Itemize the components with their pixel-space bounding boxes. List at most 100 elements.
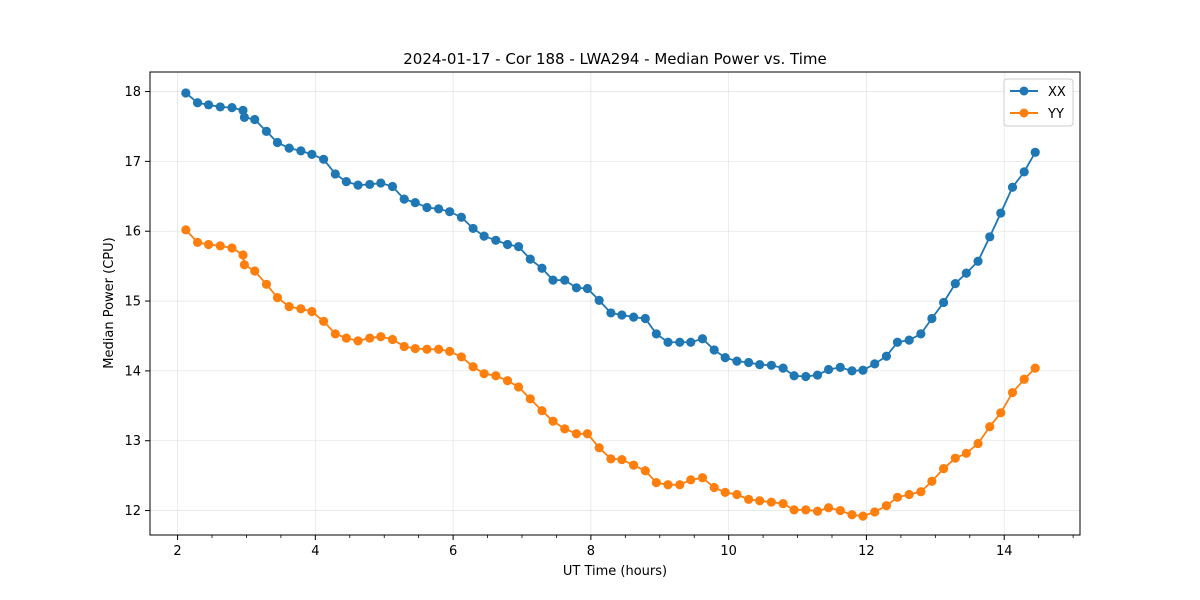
data-point-xx [812, 370, 823, 380]
data-point-yy [353, 336, 363, 346]
series-line-yy [185, 229, 1036, 518]
data-point-yy [456, 352, 466, 362]
y-tick-label: 13 [124, 434, 141, 449]
data-point-yy [812, 506, 823, 516]
data-point-xx [640, 313, 650, 324]
y-tick-label: 14 [124, 364, 141, 379]
data-point-yy [468, 362, 478, 372]
data-point-yy [307, 306, 317, 317]
data-point-yy [296, 304, 306, 314]
series-xx [181, 88, 1040, 382]
grid [150, 72, 1080, 535]
data-point-yy [651, 478, 661, 488]
legend-marker-yy [1019, 108, 1029, 118]
y-axis: 12 13 14 15 16 17 18 [124, 85, 150, 519]
x-tick-label: 4 [311, 544, 319, 559]
data-point-xx [410, 197, 420, 208]
data-point-yy [709, 482, 719, 493]
data-point-xx [215, 102, 225, 112]
data-point-xx [479, 231, 489, 241]
data-point-xx [296, 146, 306, 156]
data-point-yy [766, 497, 776, 507]
data-point-yy [697, 473, 708, 483]
data-point-yy [950, 453, 960, 463]
data-point-yy [858, 511, 868, 521]
data-point-yy [847, 510, 857, 520]
data-point-yy [744, 494, 754, 504]
data-point-xx [192, 98, 203, 108]
data-point-yy [434, 344, 444, 354]
data-point-xx [1007, 182, 1018, 192]
data-point-yy [513, 382, 524, 392]
data-point-xx [307, 149, 317, 159]
y-tick-label: 12 [124, 504, 141, 519]
data-point-yy [272, 292, 283, 303]
data-point-yy [801, 505, 811, 515]
data-point-yy [1007, 387, 1018, 398]
data-point-yy [640, 466, 650, 476]
data-point-xx [858, 365, 868, 375]
data-point-yy [582, 429, 593, 439]
data-point-xx [961, 268, 971, 278]
data-point-yy [675, 480, 685, 490]
data-point-xx [227, 103, 237, 113]
x-tick-label: 10 [720, 544, 737, 559]
data-point-yy [778, 498, 788, 509]
data-point-xx [617, 310, 627, 320]
legend: XX YY [1003, 78, 1074, 127]
legend-label-xx: XX [1048, 85, 1066, 100]
data-point-yy [870, 507, 880, 517]
data-point-xx [1030, 147, 1040, 157]
data-point-yy [835, 505, 845, 516]
data-point-xx [939, 297, 949, 308]
data-point-yy [502, 376, 513, 386]
data-point-yy [215, 241, 225, 251]
data-point-xx [284, 143, 294, 153]
data-point-xx [904, 335, 914, 345]
data-point-yy [410, 343, 420, 354]
data-point-yy [663, 480, 673, 490]
data-point-xx [376, 178, 386, 188]
data-point-xx [606, 308, 616, 318]
data-point-yy [376, 332, 386, 342]
data-point-yy [961, 448, 971, 458]
y-axis-label: Median Power (CPU) [102, 237, 117, 368]
data-point-yy [192, 237, 203, 247]
data-point-yy [284, 302, 294, 312]
x-axis-label: UT Time (hours) [563, 564, 667, 579]
data-point-xx [341, 177, 351, 187]
data-point-yy [755, 496, 765, 506]
data-point-xx [663, 337, 673, 347]
data-point-xx [973, 256, 983, 266]
data-point-yy [239, 260, 249, 270]
data-point-yy [1030, 363, 1040, 373]
data-point-xx [445, 207, 455, 217]
data-point-yy [387, 334, 398, 345]
data-point-xx [823, 364, 834, 375]
data-point-xx [203, 100, 214, 110]
data-point-xx [697, 334, 708, 344]
data-point-yy [985, 422, 995, 432]
data-point-xx [789, 371, 799, 381]
data-point-xx [744, 357, 754, 368]
data-point-yy [996, 408, 1006, 418]
data-point-yy [881, 501, 892, 511]
data-point-xx [1019, 167, 1029, 177]
chart-title: 2024-01-17 - Cor 188 - LWA294 - Median P… [403, 50, 827, 68]
x-tick-label: 14 [996, 544, 1013, 559]
series-yy [181, 225, 1040, 521]
data-point-yy [823, 503, 834, 513]
data-point-yy [1019, 374, 1029, 384]
data-point-yy [181, 225, 191, 235]
legend-label-yy: YY [1047, 107, 1064, 122]
data-point-xx [456, 212, 466, 222]
y-tick-label: 15 [124, 295, 141, 310]
data-point-xx [250, 114, 260, 125]
data-point-xx [261, 126, 272, 136]
data-point-yy [341, 333, 351, 343]
data-point-xx [801, 371, 811, 382]
data-point-xx [594, 295, 604, 305]
data-point-yy [399, 341, 409, 352]
data-point-xx [525, 254, 535, 264]
y-tick-label: 17 [124, 155, 141, 170]
